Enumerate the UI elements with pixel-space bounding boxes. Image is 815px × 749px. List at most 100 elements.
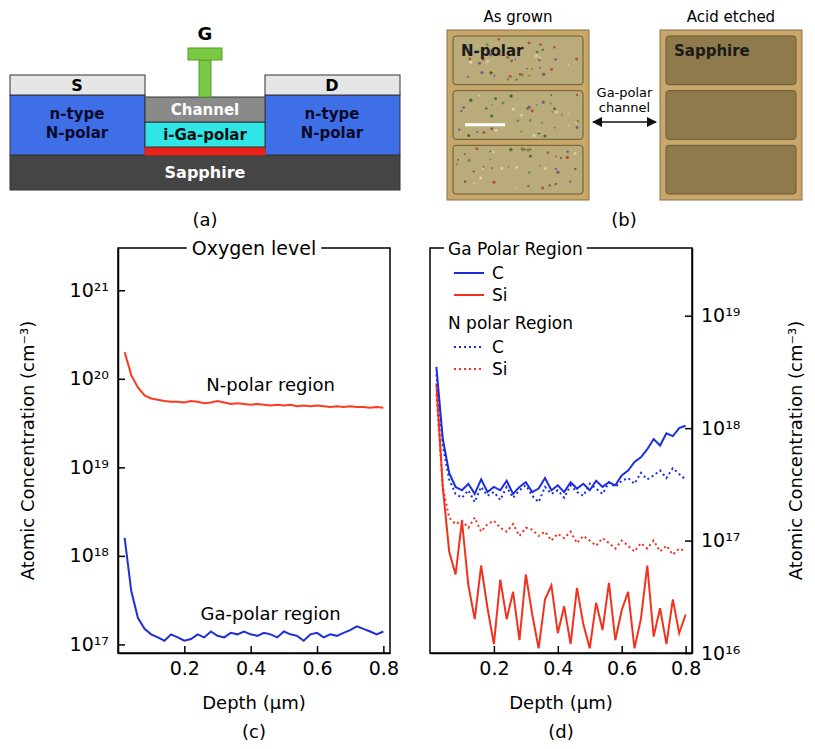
texture	[554, 127, 556, 129]
texture	[462, 106, 465, 109]
texture	[490, 115, 493, 118]
drain-label: D	[325, 76, 338, 95]
texture	[550, 68, 553, 71]
texture	[575, 57, 578, 60]
micrograph-label: N-polar	[461, 42, 524, 60]
tick-mark	[250, 646, 252, 653]
legend-heading-text: N polar Region	[448, 313, 573, 333]
texture	[491, 104, 493, 106]
texture	[539, 43, 542, 46]
texture	[469, 99, 472, 102]
texture	[542, 73, 545, 76]
texture	[520, 114, 523, 117]
texture	[494, 97, 497, 100]
texture	[526, 68, 528, 70]
texture	[474, 182, 476, 184]
tick-mark	[685, 428, 692, 430]
x-axis: 0.20.40.60.8	[119, 646, 399, 679]
tick: 10¹⁸	[685, 417, 740, 439]
tick-mark	[685, 653, 692, 655]
legend: Ga Polar RegionCSiN polar RegionCSi	[444, 239, 587, 379]
tick-label: 0.4	[236, 657, 266, 679]
texture	[538, 132, 540, 134]
texture	[501, 167, 504, 170]
y-axis: 10¹⁶10¹⁷10¹⁸10¹⁹	[685, 249, 740, 664]
legend-label: Si	[492, 359, 508, 379]
tick-label: 0.8	[671, 657, 701, 679]
tick-mark	[118, 379, 125, 381]
buffer-layer	[145, 122, 265, 147]
channel-label: Channel	[171, 101, 239, 119]
y-axis: 10¹⁷10¹⁸10¹⁹10²⁰10²¹	[70, 249, 125, 655]
texture	[517, 120, 520, 123]
texture	[515, 187, 517, 189]
texture	[566, 151, 569, 154]
texture	[536, 51, 539, 54]
texture	[539, 67, 541, 69]
data-line	[436, 383, 685, 648]
data-line	[436, 394, 685, 554]
texture	[529, 119, 532, 122]
tick-label: 10¹⁹	[70, 456, 109, 478]
device-diagram: Sapphiren-typeN-polarn-typeN-polari-Ga-p…	[10, 23, 400, 190]
texture	[568, 125, 570, 127]
texture	[550, 94, 552, 96]
tick: 0.2	[479, 646, 509, 679]
chart: 0.20.40.60.810¹⁷10¹⁸10¹⁹10²⁰10²¹Depth (μ…	[17, 237, 399, 713]
channel-layer	[145, 97, 265, 122]
gate-stem	[199, 60, 211, 97]
legend-label: C	[492, 337, 504, 357]
tick-label: 0.2	[170, 657, 200, 679]
texture	[560, 157, 562, 159]
tick-label: 10²⁰	[70, 367, 109, 389]
legend-swatch	[454, 346, 484, 348]
texture	[535, 55, 538, 58]
tick-label: 10¹⁷	[701, 529, 740, 551]
texture	[482, 131, 485, 134]
texture	[529, 148, 531, 150]
tick: 0.6	[302, 646, 332, 679]
chart: 0.20.40.60.810¹⁶10¹⁷10¹⁸10¹⁹Depth (μm)At…	[430, 239, 806, 713]
texture	[569, 181, 571, 183]
arrow	[593, 121, 656, 123]
texture	[483, 166, 485, 168]
texture	[528, 171, 531, 174]
substrate-label: Sapphire	[165, 163, 246, 182]
texture	[553, 46, 556, 49]
legend-heading: N polar Region	[444, 313, 577, 333]
axis-line	[692, 249, 694, 654]
plot-area	[125, 352, 384, 641]
texture	[528, 75, 530, 77]
scale-bar	[465, 123, 505, 126]
texture	[574, 152, 577, 155]
texture	[541, 186, 544, 189]
texture	[568, 113, 570, 115]
region-label: n-typeN-polar	[46, 105, 109, 142]
mesa	[666, 36, 796, 85]
texture	[468, 159, 471, 162]
texture	[495, 129, 498, 132]
tick: 10²¹	[70, 279, 125, 301]
tick-label: 0.4	[543, 657, 573, 679]
tick: 0.2	[170, 646, 200, 679]
plot-frame	[118, 248, 390, 653]
panel-caption: (a)	[192, 209, 217, 230]
tick-mark	[685, 646, 687, 653]
texture	[566, 156, 569, 159]
tick-mark	[118, 556, 125, 558]
texture	[457, 159, 459, 161]
texture	[544, 167, 547, 170]
texture	[529, 155, 532, 158]
tick-mark	[184, 646, 186, 653]
tick-label: 10²¹	[70, 279, 109, 301]
texture	[541, 122, 543, 124]
substrate	[10, 155, 400, 190]
mesa	[453, 36, 583, 85]
texture	[489, 150, 491, 152]
texture	[527, 185, 529, 187]
texture	[576, 120, 579, 123]
data-line	[125, 538, 384, 641]
texture	[550, 102, 552, 104]
tick-mark	[317, 646, 319, 653]
source-contact	[10, 75, 145, 95]
